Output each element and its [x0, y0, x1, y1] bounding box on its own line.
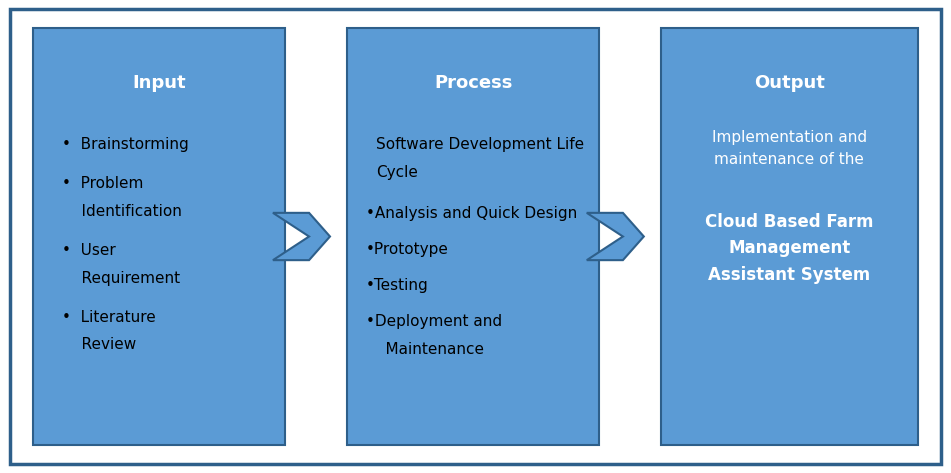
Text: •  User: • User — [62, 243, 116, 258]
Polygon shape — [587, 213, 644, 260]
FancyBboxPatch shape — [10, 9, 941, 464]
Text: Review: Review — [62, 337, 136, 352]
Text: •Prototype: •Prototype — [366, 242, 449, 257]
Text: Cycle: Cycle — [376, 165, 417, 180]
Polygon shape — [273, 213, 330, 260]
Text: Output: Output — [754, 74, 825, 92]
Text: Implementation and
maintenance of the: Implementation and maintenance of the — [711, 130, 867, 167]
Text: Maintenance: Maintenance — [366, 342, 484, 357]
Text: Identification: Identification — [62, 204, 182, 219]
Text: Process: Process — [434, 74, 513, 92]
Text: •  Brainstorming: • Brainstorming — [62, 137, 188, 152]
Text: Cloud Based Farm
Management
Assistant System: Cloud Based Farm Management Assistant Sy… — [705, 213, 874, 284]
Text: •  Problem: • Problem — [62, 176, 144, 192]
FancyBboxPatch shape — [33, 28, 285, 445]
Text: •Analysis and Quick Design: •Analysis and Quick Design — [366, 206, 577, 221]
Text: •Testing: •Testing — [366, 278, 429, 293]
Text: Software Development Life: Software Development Life — [376, 137, 584, 152]
FancyBboxPatch shape — [661, 28, 918, 445]
Text: •Deployment and: •Deployment and — [366, 314, 502, 329]
Text: •  Literature: • Literature — [62, 310, 156, 325]
Text: Requirement: Requirement — [62, 271, 180, 286]
Text: Input: Input — [132, 74, 186, 92]
FancyBboxPatch shape — [347, 28, 599, 445]
